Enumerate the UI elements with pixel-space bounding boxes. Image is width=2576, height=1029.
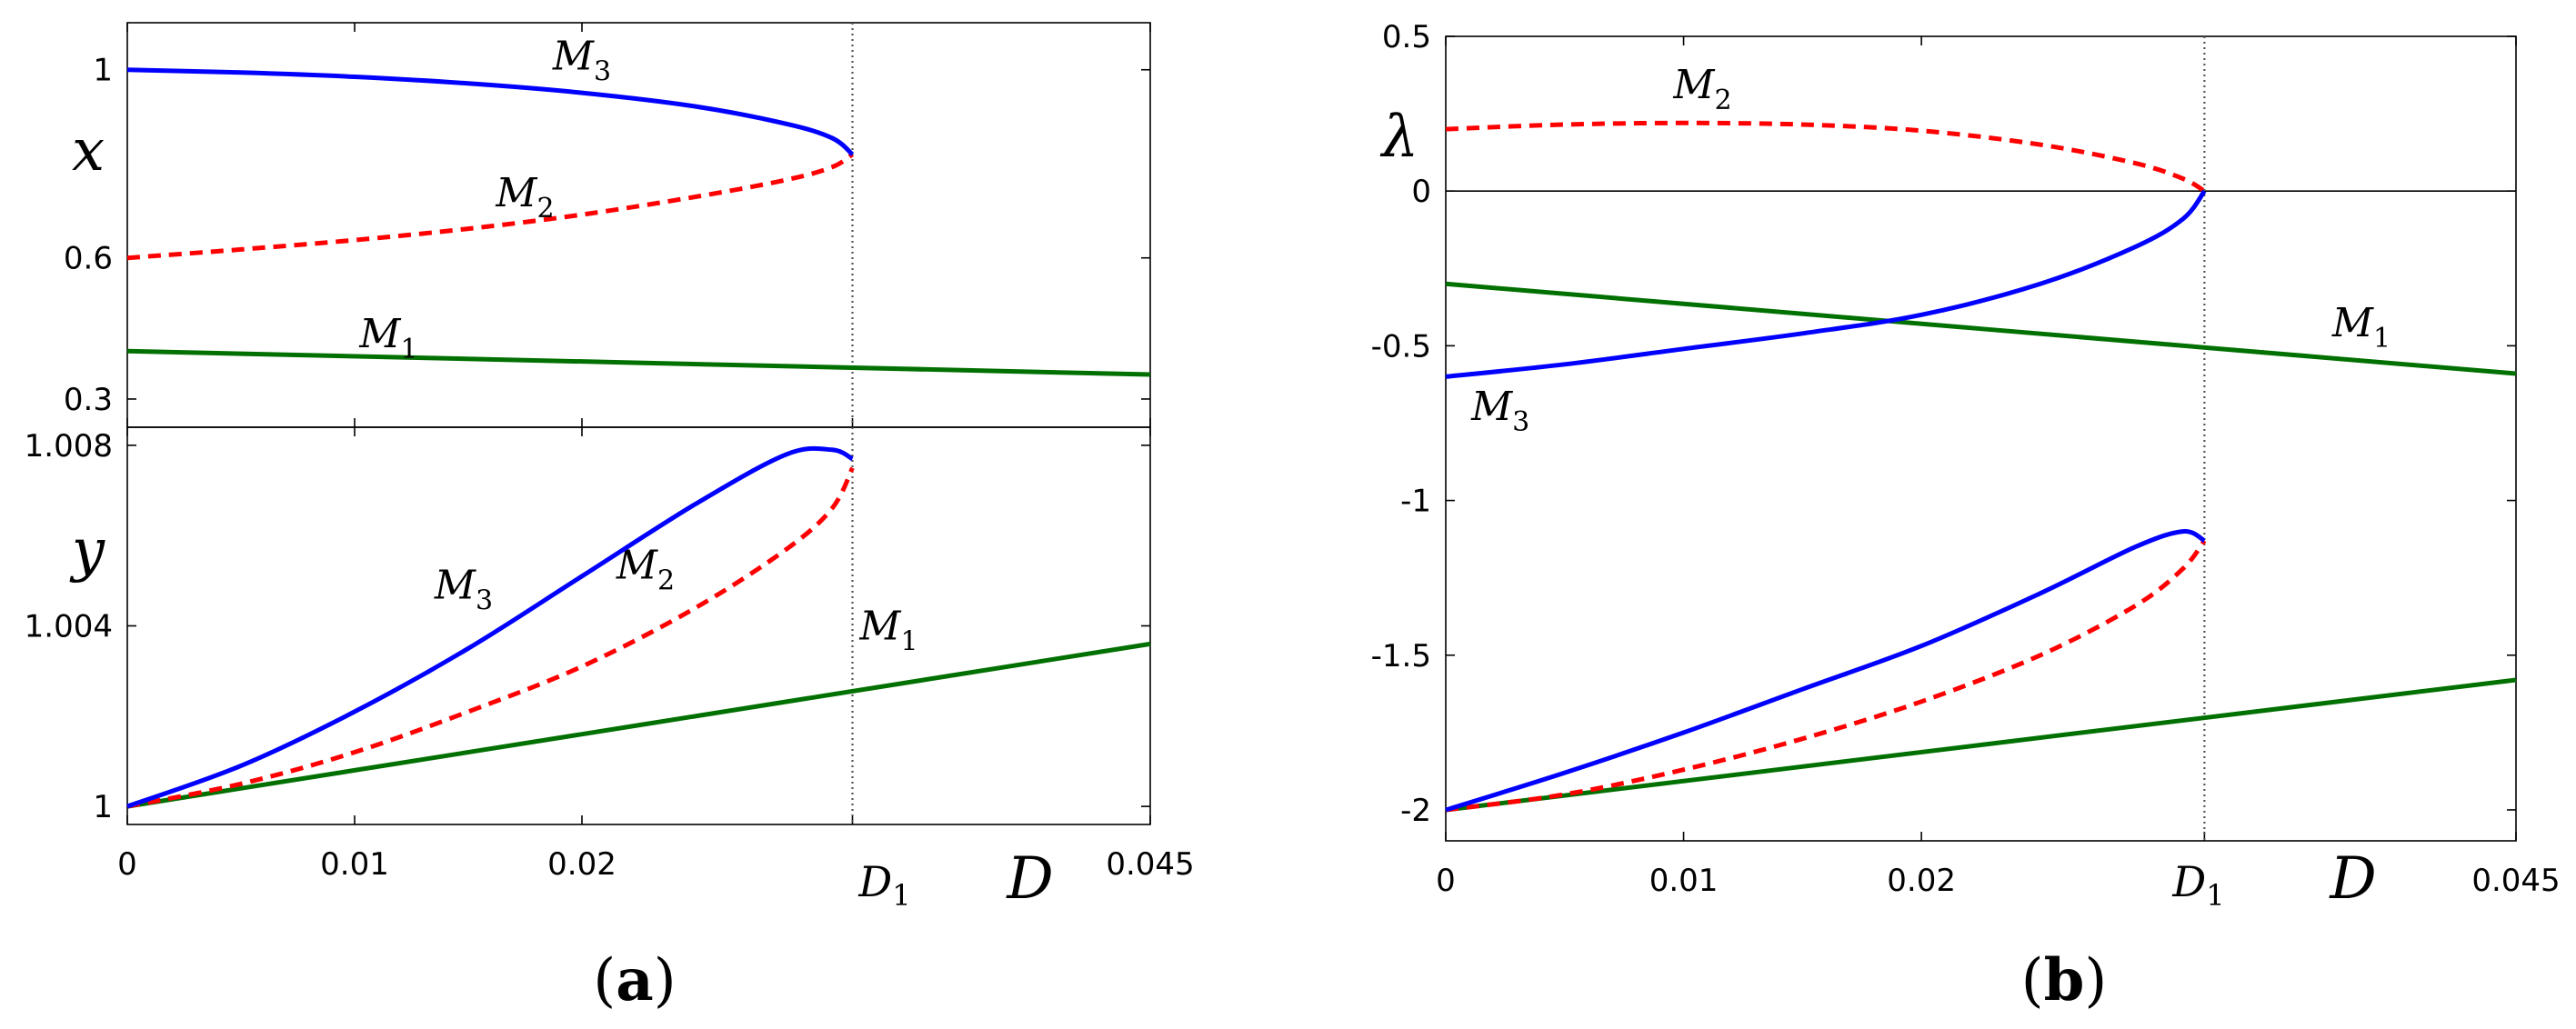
plot-frame — [1445, 35, 2517, 842]
series-m1 — [126, 348, 1151, 377]
series-label-m1: M1 — [858, 603, 917, 657]
y-tick-label: 1 — [93, 789, 113, 825]
y-tick-label: 0.3 — [64, 382, 113, 418]
x-tick-label: 0.01 — [1649, 863, 1719, 899]
series-m2 — [126, 152, 854, 261]
y-tick-label: 1 — [93, 53, 113, 89]
series-m3-lower — [1445, 529, 2206, 813]
x-tick-label: 0.02 — [1887, 863, 1956, 899]
y-tick-label: 0.5 — [1382, 19, 1431, 55]
plot-frame — [126, 426, 1151, 825]
y-tick-label: -0.5 — [1371, 328, 1431, 365]
series-label-m1: M1 — [358, 311, 417, 365]
chart-b: -2 -1.5 -1 -0.5 0 0.5 0 0.01 0.02 0.045 λ M1 M2 M3 — [1371, 19, 2561, 899]
y-tick-label: 0.6 — [64, 241, 113, 277]
y-tick-label: -1.5 — [1371, 638, 1431, 674]
x-tick-label: 0 — [1436, 863, 1456, 899]
y-tick-label: 1.008 — [25, 428, 113, 465]
y-tick-label: -2 — [1400, 793, 1431, 829]
series-m3 — [1445, 189, 2207, 379]
d1-label-a: D1 — [857, 857, 910, 913]
series-label-m2: M2 — [1672, 62, 1731, 116]
series-m1 — [1445, 281, 2517, 376]
y-tick-label: 0 — [1411, 174, 1431, 210]
x-tick-label: 0.01 — [320, 846, 389, 883]
series-m1 — [126, 641, 1151, 809]
series-m2 — [126, 466, 855, 809]
series-label-m2: M2 — [495, 170, 554, 225]
series-m1-lower — [1445, 677, 2517, 813]
panel-a-label: (a) — [593, 946, 676, 1014]
series-label-m3: M3 — [1470, 384, 1529, 438]
x-tick-label: 0.045 — [2471, 863, 2560, 899]
plot-frame — [126, 22, 1151, 428]
series-label-m1: M1 — [2331, 300, 2391, 355]
chart-a-top: 0.3 0.6 1 x M1 M2 M3 — [64, 22, 1151, 428]
panel-b-label: (b) — [2021, 946, 2108, 1014]
x-tick-label: 0.045 — [1106, 846, 1194, 883]
series-m3 — [126, 67, 855, 156]
y-tick-label: 1.004 — [25, 609, 113, 645]
y-tick-label: -1 — [1400, 484, 1431, 520]
x-tick-label: 0 — [117, 846, 137, 883]
y-axis-label: y — [69, 517, 105, 584]
y-axis-label: x — [72, 117, 105, 185]
x-axis-symbol-b: D — [2329, 845, 2376, 913]
series-label-m3: M3 — [552, 34, 611, 88]
x-axis-symbol-a: D — [1006, 845, 1053, 913]
d1-label-b: D1 — [2171, 857, 2224, 913]
chart-panels: 0.3 0.6 1 x M1 M2 M3 1 1.004 1.008 0 0.01 0.02 0.045 y… — [25, 19, 2561, 899]
series-label-m3: M3 — [434, 563, 493, 617]
y-axis-label: λ — [1379, 104, 1419, 171]
series-m2-lower — [1445, 539, 2207, 813]
series-m2 — [1445, 120, 2206, 194]
series-m3 — [126, 445, 854, 809]
x-tick-label: 0.02 — [547, 846, 616, 883]
